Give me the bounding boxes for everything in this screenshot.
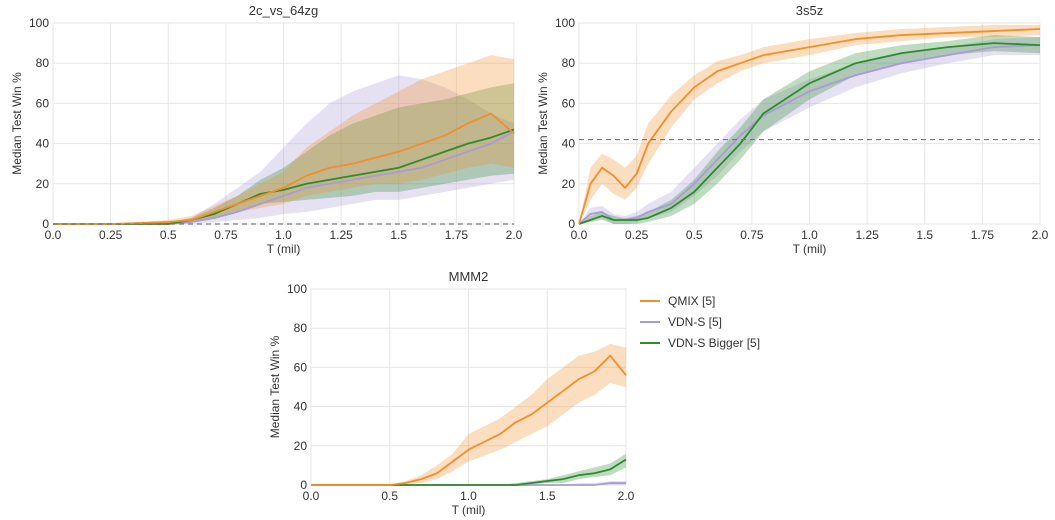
series-line-vdn-s-bigger-5 (311, 458, 627, 486)
x-tick-label: 1.5 (916, 228, 933, 242)
chart-panel-3s5z: 0.0 0.25 0.5 0.75 1.0 1.25 1.5 1.75 2.0 0 20 40 60 80… (536, 3, 1049, 256)
series-band-qmix-5 (579, 25, 1040, 225)
x-tick-label: 1.5 (390, 228, 407, 242)
x-tick-label: 0.0 (571, 228, 588, 242)
chart-panel-2c-vs-64zg: 0.0 0.25 0.5 0.75 1.0 1.25 1.5 1.75 2.0 0 20 40 60 80… (10, 3, 523, 256)
x-tick-label: 0.0 (45, 228, 62, 242)
y-tick-label: 60 (36, 96, 50, 110)
x-tick-label: 1.75 (445, 228, 469, 242)
legend: QMIX [5] VDN-S [5] VDN-S Bigger [5] (640, 294, 760, 350)
series-line-qmix-5 (53, 112, 515, 225)
chart-panel-mmm2: 0.0 0.5 1.0 1.5 2.0 0 20 40 60 80 100 MMM2 T (mil) Me… (268, 269, 635, 517)
x-tick-label: 2.0 (506, 228, 523, 242)
y-tick-label: 100 (287, 282, 307, 296)
x-tick-label: 0.5 (381, 489, 398, 503)
y-tick-label: 80 (294, 321, 308, 335)
y-tick-label: 20 (562, 177, 576, 191)
chart-title: 2c_vs_64zg (249, 3, 318, 18)
x-tick-label: 0.25 (625, 228, 649, 242)
series-band-vdn-s-bigger-5 (579, 35, 1040, 225)
x-tick-label: 0.25 (99, 228, 123, 242)
x-tick-label: 0.75 (740, 228, 764, 242)
series-line-qmix-5 (578, 28, 1041, 225)
y-tick-label: 100 (555, 16, 575, 30)
legend-label-qmix: QMIX [5] (668, 294, 715, 308)
x-axis-label: T (mil) (267, 242, 301, 256)
series-band-qmix-5 (311, 343, 626, 485)
legend-label-vdn-s-bigger: VDN-S Bigger [5] (668, 336, 760, 350)
x-tick-label: 1.75 (971, 228, 995, 242)
x-tick-label: 2.0 (618, 489, 635, 503)
y-tick-label: 20 (294, 439, 308, 453)
x-tick-label: 0.0 (303, 489, 320, 503)
y-tick-label: 0 (42, 217, 49, 231)
y-tick-label: 20 (36, 177, 50, 191)
y-axis-label: Median Test Win % (536, 72, 550, 175)
x-tick-label: 1.0 (275, 228, 292, 242)
y-tick-label: 60 (294, 360, 308, 374)
chart-title: MMM2 (449, 269, 489, 284)
y-tick-label: 80 (562, 56, 576, 70)
series-band-qmix-5 (53, 55, 514, 224)
y-axis-label: Median Test Win % (10, 72, 24, 175)
x-tick-label: 0.5 (686, 228, 703, 242)
x-axis-label: T (mil) (793, 242, 827, 256)
legend-label-vdn-s: VDN-S [5] (668, 315, 722, 329)
x-tick-label: 2.0 (1032, 228, 1049, 242)
y-tick-label: 40 (294, 400, 308, 414)
series-line-vdn-s-5 (53, 130, 515, 225)
series-line-vdn-s-bigger-5 (578, 42, 1041, 225)
series-line-qmix-5 (311, 354, 627, 486)
series-band-vdn-s-bigger-5 (53, 83, 514, 224)
chart-title: 3s5z (796, 3, 823, 18)
y-tick-label: 40 (36, 137, 50, 151)
series-band-vdn-s-5 (579, 37, 1040, 224)
x-tick-label: 0.75 (214, 228, 238, 242)
y-tick-label: 100 (29, 16, 49, 30)
x-tick-label: 1.25 (329, 228, 353, 242)
x-tick-label: 0.5 (160, 228, 177, 242)
x-tick-label: 1.0 (801, 228, 818, 242)
y-tick-label: 0 (568, 217, 575, 231)
series-band-vdn-s-5 (53, 75, 514, 224)
x-tick-label: 1.0 (460, 489, 477, 503)
x-axis-label: T (mil) (452, 503, 486, 517)
y-tick-label: 40 (562, 137, 576, 151)
y-tick-label: 60 (562, 96, 576, 110)
y-tick-label: 80 (36, 56, 50, 70)
y-axis-label: Median Test Win % (268, 335, 282, 438)
y-tick-label: 0 (300, 478, 307, 492)
x-tick-label: 1.5 (539, 489, 556, 503)
x-tick-label: 1.25 (855, 228, 879, 242)
